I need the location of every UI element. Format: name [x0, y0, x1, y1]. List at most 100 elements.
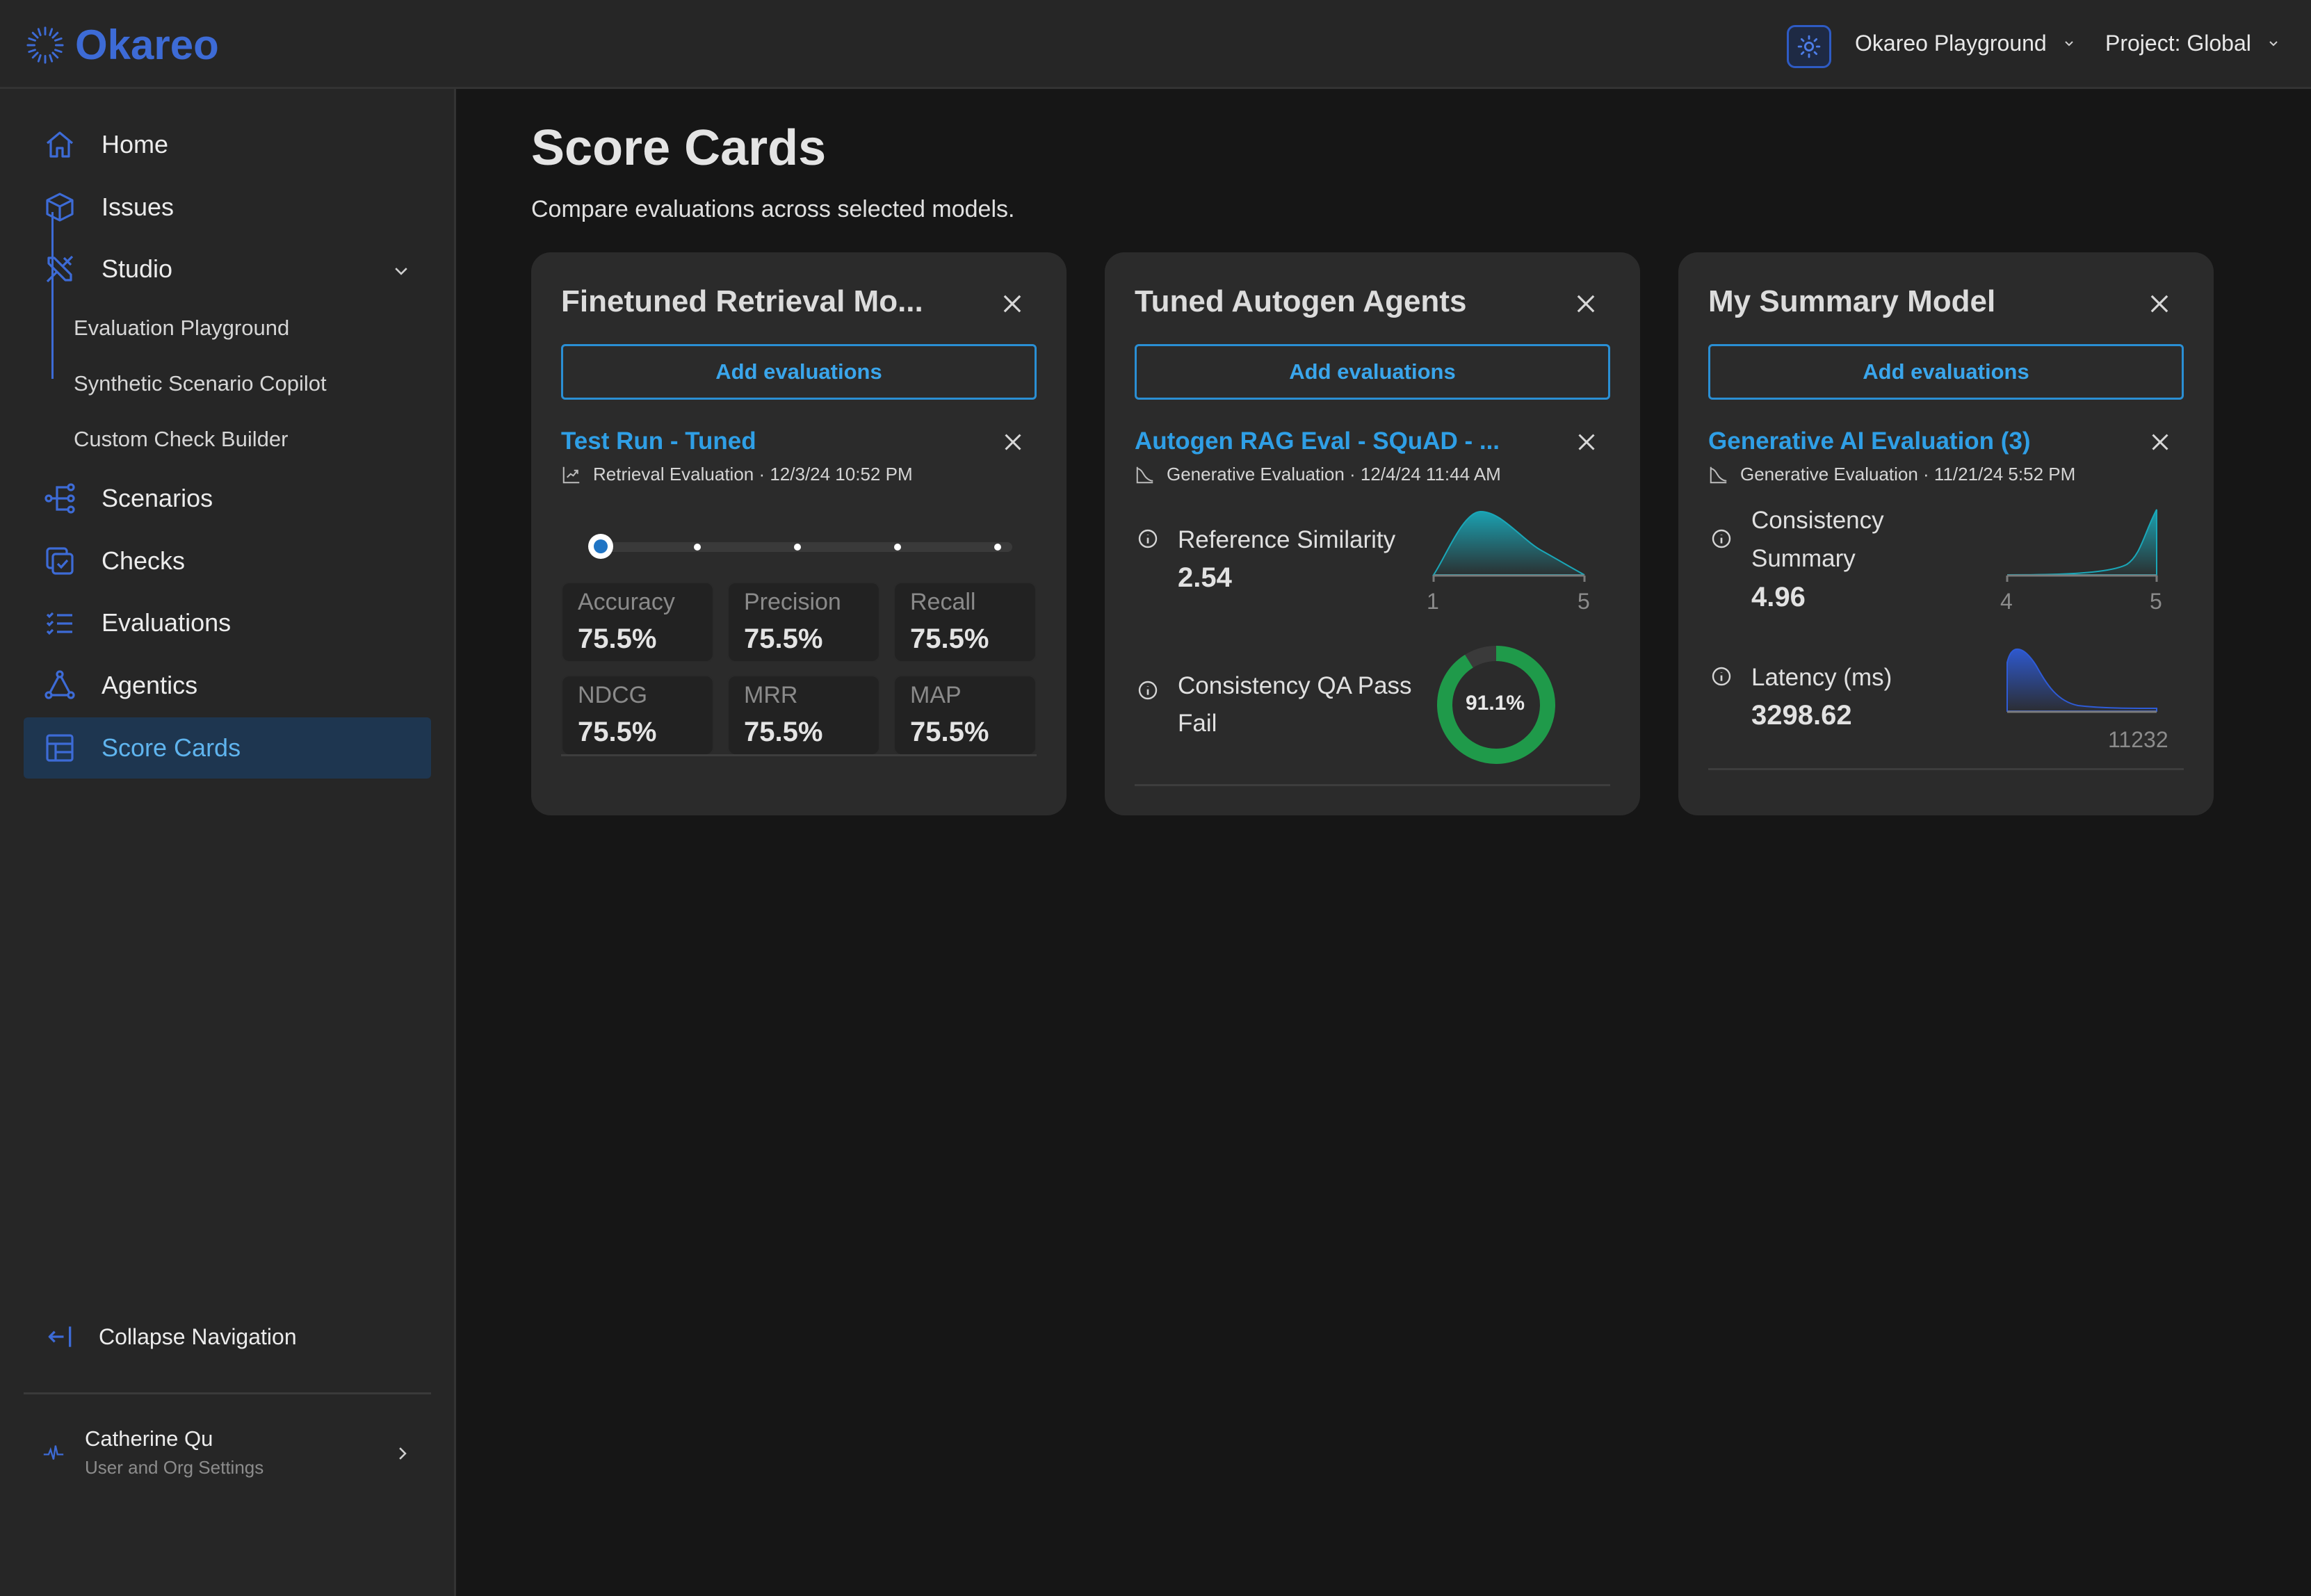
axis-min-label: 1 [1427, 589, 1439, 614]
metric-name: Fail [1178, 710, 1217, 737]
metric-name: Consistency [1751, 507, 1884, 534]
slider-thumb[interactable] [588, 534, 613, 559]
slider-step[interactable] [694, 544, 701, 551]
close-icon[interactable] [1576, 432, 1597, 453]
sidebar-item-home[interactable]: Home [24, 114, 431, 175]
evaluation-meta: Generative Evaluation · 11/21/24 5:52 PM [1708, 464, 2075, 485]
donut-percent-label: 91.1% [1466, 692, 1525, 715]
top-bar: Okareo Okareo Playground Project: Global [0, 0, 2311, 89]
chevron-down-icon[interactable] [392, 262, 410, 280]
close-icon[interactable] [2150, 432, 2171, 453]
metric-label: NDCG [578, 682, 648, 708]
info-icon[interactable] [1710, 528, 1733, 550]
distribution-chart [1432, 510, 1586, 582]
metric-value: 3298.62 [1751, 700, 1852, 731]
checkpoint-slider-track[interactable] [591, 542, 1012, 552]
latency-distribution-chart [2006, 649, 2157, 713]
okareo-logo[interactable]: Okareo [25, 21, 219, 69]
axis-min-label: 4 [2000, 589, 2013, 614]
sidebar-item-scenarios[interactable]: Scenarios [24, 468, 431, 529]
checklist-icon [42, 605, 78, 641]
metric-label: Accuracy [578, 589, 675, 615]
sidebar-subitem-custom-check-builder[interactable]: Custom Check Builder [74, 427, 289, 451]
home-icon [42, 127, 78, 163]
sidebar-item-evaluations[interactable]: Evaluations [24, 592, 431, 653]
metric-label: Precision [744, 589, 841, 615]
metric-value: 75.5% [744, 624, 823, 654]
card-divider [561, 754, 1037, 756]
pass-rate-donut [1437, 646, 1555, 764]
close-icon[interactable] [2148, 293, 2171, 315]
info-icon[interactable] [1137, 679, 1159, 701]
metric-label: Recall [910, 589, 976, 615]
user-subtitle: User and Org Settings [85, 1457, 264, 1478]
close-icon[interactable] [1575, 293, 1597, 315]
sidebar-subitem-synthetic-scenario-copilot[interactable]: Synthetic Scenario Copilot [74, 371, 327, 396]
metric-value: 4.96 [1751, 582, 1806, 612]
close-icon[interactable] [1001, 293, 1023, 315]
axis-max-label: 5 [2150, 589, 2162, 614]
info-icon[interactable] [1137, 528, 1159, 550]
evaluation-title[interactable]: Generative AI Evaluation (3) [1708, 427, 2031, 455]
user-name: Catherine Qu [85, 1426, 213, 1451]
sidebar [0, 89, 456, 1596]
distribution-chart [2006, 509, 2158, 582]
chevron-down-icon [2269, 40, 2278, 46]
sidebar-item-label: Score Cards [102, 733, 241, 762]
tools-icon [42, 251, 78, 287]
collapse-navigation-label: Collapse Navigation [99, 1324, 297, 1349]
add-evaluations-button[interactable]: Add evaluations [1135, 344, 1610, 400]
evaluation-title[interactable]: Test Run - Tuned [561, 427, 756, 455]
score-card: Tuned Autogen Agents Add evaluations Aut… [1105, 252, 1640, 815]
card-divider [1708, 768, 2184, 770]
table-icon [42, 730, 78, 766]
sidebar-item-agentics[interactable]: Agentics [24, 655, 431, 716]
org-select-label: Okareo Playground [1855, 31, 2047, 56]
metric-name: Reference Similarity [1178, 526, 1396, 553]
close-icon[interactable] [1003, 432, 1023, 453]
slider-step[interactable] [794, 544, 801, 551]
sidebar-item-label: Studio [102, 254, 173, 283]
evaluation-meta: Retrieval Evaluation · 12/3/24 10:52 PM [561, 464, 913, 485]
metric-value: 75.5% [744, 717, 823, 747]
add-evaluations-button[interactable]: Add evaluations [1708, 344, 2184, 400]
org-select[interactable]: Okareo Playground [1855, 31, 2076, 56]
collapse-navigation-button[interactable]: Collapse Navigation [24, 1319, 297, 1355]
project-select[interactable]: Project: Global [2105, 31, 2280, 56]
brand-name: Okareo [75, 22, 219, 68]
sidebar-item-label: Issues [102, 193, 175, 221]
sidebar-item-label: Home [102, 130, 169, 158]
generative-evaluation-icon [1136, 466, 1153, 483]
project-select-label: Project: Global [2105, 31, 2251, 56]
sidebar-subitem-evaluation-playground[interactable]: Evaluation Playground [74, 316, 290, 340]
sidebar-item-issues[interactable]: Issues [24, 177, 431, 238]
chevron-down-icon [2065, 40, 2073, 46]
evaluation-title[interactable]: Autogen RAG Eval - SQuAD - ... [1135, 427, 1500, 455]
metric-value: 75.5% [578, 717, 657, 747]
axis-max-label: 5 [1578, 589, 1590, 614]
axis-max-label: 11232 [2108, 727, 2168, 752]
sidebar-item-label: Evaluations [102, 608, 232, 637]
sidebar-item-label: Agentics [102, 671, 198, 699]
metric-name: Latency (ms) [1751, 664, 1892, 691]
chevron-right-icon[interactable] [394, 1444, 412, 1463]
sidebar-item-score-cards[interactable]: Score Cards [24, 717, 431, 779]
score-card: Finetuned Retrieval Mo... Add evaluation… [531, 252, 1067, 815]
evaluation-meta: Generative Evaluation · 12/4/24 11:44 AM [1135, 464, 1501, 485]
retrieval-evaluation-icon [562, 466, 580, 483]
sidebar-item-studio[interactable]: Studio [24, 238, 431, 300]
triangle-nodes-icon [42, 667, 78, 703]
metric-value: 75.5% [910, 624, 989, 654]
theme-toggle-button[interactable] [1787, 25, 1831, 68]
slider-step[interactable] [994, 544, 1001, 551]
sidebar-item-checks[interactable]: Checks [24, 530, 431, 592]
add-evaluations-button[interactable]: Add evaluations [561, 344, 1037, 400]
metric-label: MRR [744, 682, 798, 708]
metric-tile: Precision 75.5% [727, 582, 880, 662]
metric-value: 75.5% [578, 624, 657, 654]
sun-icon [1797, 35, 1821, 58]
slider-step[interactable] [894, 544, 901, 551]
studio-submenu-line [51, 212, 54, 379]
info-icon[interactable] [1710, 665, 1733, 687]
page-title: Score Cards [531, 120, 827, 176]
